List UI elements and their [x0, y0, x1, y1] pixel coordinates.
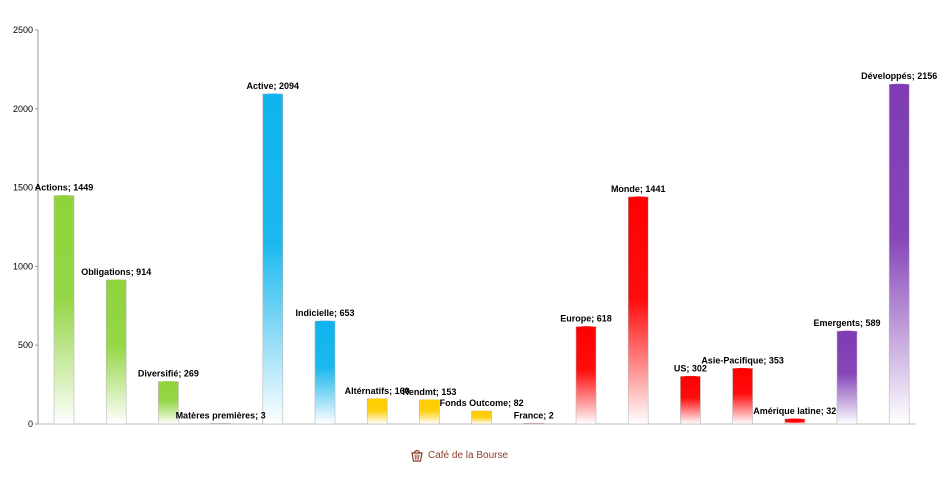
bar-cap	[628, 196, 649, 201]
bar-rect	[210, 422, 231, 425]
bar-17	[888, 83, 910, 425]
data-label: Rendmt; 153	[402, 387, 456, 397]
y-tick-label: 2000	[13, 104, 33, 114]
bar-cap	[54, 195, 74, 200]
credit-text: Café de la Bourse	[428, 449, 509, 461]
bar-cap	[471, 410, 492, 415]
data-label: US; 302	[674, 363, 707, 373]
bar-cap	[680, 375, 701, 380]
bar-rect	[627, 196, 649, 425]
bar-cap	[106, 279, 127, 284]
y-tick-label: 1500	[13, 183, 33, 193]
data-label: Europe; 618	[560, 314, 612, 324]
bar-16	[836, 330, 858, 425]
y-tick-label: 0	[28, 419, 33, 429]
bar-3	[158, 381, 179, 425]
bar-10	[523, 422, 545, 425]
data-label: Matères premières; 3	[176, 411, 266, 421]
data-label: Indicielle; 653	[295, 308, 354, 318]
bar-rect	[419, 399, 440, 425]
bar-cap	[784, 418, 805, 423]
bars	[53, 83, 910, 425]
bar-chart: 0 500 1000 1500 2000 2500 Actions; 1449 Obliga…	[13, 25, 937, 429]
bar-cap	[837, 330, 857, 335]
data-label: France; 2	[514, 411, 554, 421]
bar-rect	[105, 279, 127, 425]
bar-15	[784, 418, 806, 425]
data-label: Fonds Outcome; 82	[440, 398, 524, 408]
bar-cap	[315, 320, 335, 325]
y-axis: 0 500 1000 1500 2000 2500	[13, 25, 916, 429]
data-label: Actions; 1449	[35, 183, 94, 193]
basket-icon	[411, 449, 423, 462]
credit: Café de la Bourse	[410, 447, 508, 463]
bar-4	[210, 422, 231, 425]
data-label: Active; 2094	[247, 81, 300, 91]
bar-cap	[262, 93, 283, 98]
bar-rect	[732, 368, 753, 425]
data-label: Asie-Pacifique; 353	[701, 355, 784, 365]
data-label: Obligations; 914	[81, 267, 151, 277]
y-tick-label: 1000	[13, 261, 33, 271]
data-label: Amérique latine; 32	[753, 406, 836, 416]
bar-8	[419, 399, 440, 425]
data-label: Altérnatifs; 160	[345, 386, 410, 396]
data-label: Emergents; 589	[813, 318, 880, 328]
bar-cap	[732, 367, 753, 372]
bar-cap	[158, 381, 179, 386]
bar-6	[314, 320, 336, 425]
bar-rect	[888, 83, 910, 425]
bar-rect	[262, 93, 284, 425]
bar-9	[471, 410, 492, 425]
bar-7	[366, 398, 388, 425]
y-tick-label: 2500	[13, 25, 33, 35]
data-labels: Actions; 1449 Obligations; 914 Diversifié;…	[35, 71, 937, 420]
bar-5	[262, 93, 284, 425]
bar-cap	[367, 398, 388, 403]
bar-14	[732, 367, 753, 425]
data-label: Développés; 2156	[861, 71, 937, 81]
bar-rect	[314, 320, 336, 425]
bar-cap	[576, 326, 596, 331]
data-label: Diversifié; 269	[138, 369, 199, 379]
bar-rect	[366, 398, 388, 425]
bar-13	[680, 375, 701, 425]
bar-2	[105, 279, 127, 425]
bar-rect	[680, 376, 701, 425]
bar-rect	[575, 326, 597, 425]
bar-cap	[889, 83, 910, 88]
bar-cap	[419, 399, 440, 404]
y-tick-label: 500	[18, 340, 33, 350]
bar-rect	[523, 422, 545, 425]
bar-11	[575, 326, 597, 425]
data-label: Monde; 1441	[611, 184, 666, 194]
bar-rect	[53, 195, 75, 425]
bar-rect	[836, 330, 858, 425]
bar-1	[53, 195, 75, 425]
bar-12	[627, 196, 649, 425]
